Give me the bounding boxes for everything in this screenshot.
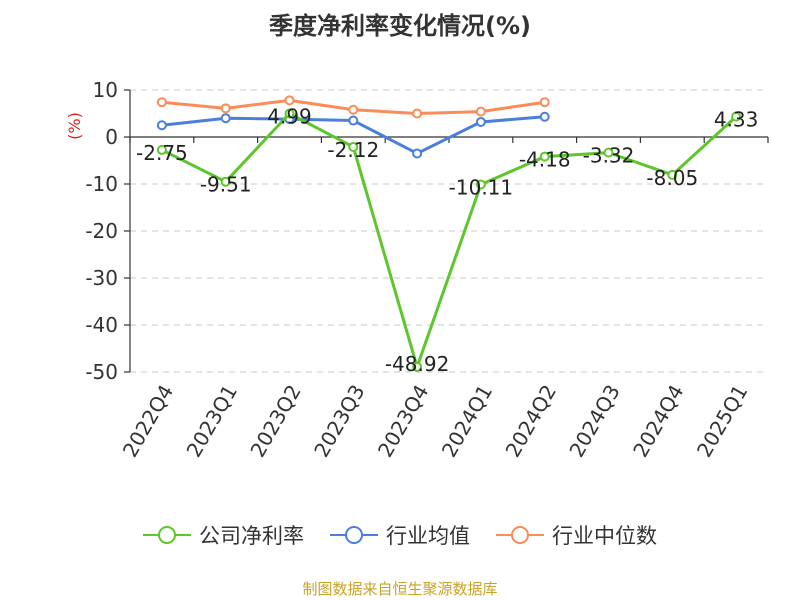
source-note: 制图数据来自恒生聚源数据库 — [302, 580, 498, 598]
y-tick-label: -40 — [85, 313, 118, 337]
x-tick-label: 2022Q4 — [118, 381, 178, 462]
data-point — [156, 120, 167, 131]
data-point — [220, 176, 231, 187]
y-tick-label: -10 — [85, 172, 118, 196]
x-tick-label: 2025Q1 — [692, 381, 752, 462]
x-tick-label: 2023Q4 — [373, 381, 433, 462]
x-tick-label: 2023Q1 — [182, 381, 242, 462]
x-tick-label: 2023Q2 — [245, 381, 305, 462]
y-tick-label: -50 — [85, 360, 118, 384]
data-point — [348, 115, 359, 126]
legend-item[interactable]: 行业均值 — [330, 520, 470, 550]
data-point — [731, 111, 742, 122]
data-label: -10.11 — [449, 176, 513, 200]
y-tick-label: 0 — [105, 125, 118, 149]
data-point — [156, 97, 167, 108]
data-point — [412, 108, 423, 119]
x-tick-label: 2023Q3 — [309, 381, 369, 462]
data-point — [539, 97, 550, 108]
legend-circle — [345, 526, 363, 544]
data-point — [348, 141, 359, 152]
data-point — [539, 151, 550, 162]
data-label: -2.75 — [136, 141, 188, 165]
legend-marker-icon — [330, 526, 378, 544]
data-label: 4.99 — [267, 105, 312, 129]
legend-label: 公司净利率 — [199, 524, 304, 548]
data-point — [539, 111, 550, 122]
chart-title: 季度净利率变化情况(%) — [269, 12, 531, 40]
legend-circle — [511, 526, 529, 544]
legend-marker-icon — [143, 526, 191, 544]
data-point — [475, 106, 486, 117]
data-point — [220, 103, 231, 114]
legend-label: 行业中位数 — [552, 524, 657, 548]
legend-marker-icon — [496, 526, 544, 544]
data-point — [412, 148, 423, 159]
data-label: -4.18 — [519, 148, 571, 172]
data-point — [284, 108, 295, 119]
data-point — [475, 116, 486, 127]
y-tick-label: -20 — [85, 219, 118, 243]
data-label: -9.51 — [200, 173, 252, 197]
legend-circle — [158, 526, 176, 544]
data-label: 4.33 — [714, 108, 759, 132]
data-label: -48.92 — [385, 352, 449, 376]
data-label: -8.05 — [646, 166, 698, 190]
data-label: -3.32 — [583, 144, 635, 168]
data-point — [603, 147, 614, 158]
data-point — [412, 361, 423, 372]
x-tick-label: 2024Q4 — [628, 381, 688, 462]
data-point — [220, 113, 231, 124]
data-point — [156, 144, 167, 155]
legend-item[interactable]: 公司净利率 — [143, 520, 304, 550]
y-axis-label: (%) — [65, 112, 84, 140]
x-tick-label: 2024Q3 — [564, 381, 624, 462]
y-tick-label: 10 — [93, 78, 118, 102]
data-point — [475, 179, 486, 190]
data-point — [348, 104, 359, 115]
legend-label: 行业均值 — [386, 524, 470, 548]
series-line — [161, 112, 738, 369]
data-point — [284, 95, 295, 106]
data-point — [667, 169, 678, 180]
legend: 公司净利率 行业均值 行业中位数 — [0, 520, 800, 550]
legend-item[interactable]: 行业中位数 — [496, 520, 657, 550]
y-tick-label: -30 — [85, 266, 118, 290]
x-tick-label: 2024Q1 — [437, 381, 497, 462]
x-tick-label: 2024Q2 — [501, 381, 561, 462]
data-label: -2.12 — [327, 138, 379, 162]
